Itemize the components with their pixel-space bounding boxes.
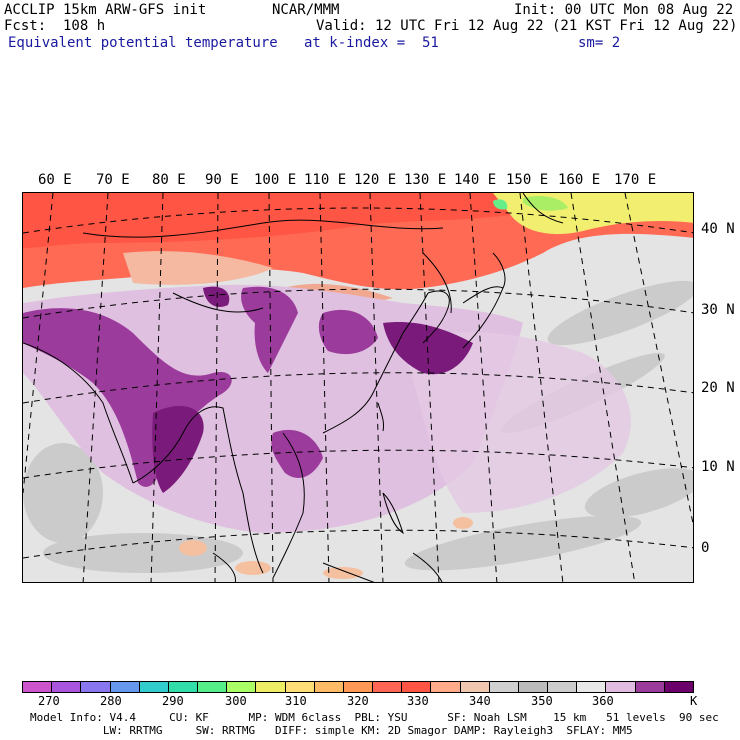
lon-label: 140 E bbox=[454, 172, 497, 188]
forecast-hour: Fcst: 108 h bbox=[4, 18, 106, 34]
colorbar-swatch bbox=[489, 682, 519, 692]
valid-time: Valid: 12 UTC Fri 12 Aug 22 (21 KST Fri … bbox=[316, 18, 738, 34]
model-title: ACCLIP 15km ARW-GFS init bbox=[4, 2, 207, 18]
colorbar-swatch bbox=[23, 682, 53, 692]
colorbar-unit: K bbox=[690, 694, 698, 708]
lon-label: 60 E bbox=[38, 172, 72, 188]
lon-label: 80 E bbox=[152, 172, 186, 188]
smoothing-label: sm= 2 bbox=[578, 35, 621, 51]
model-info-line1: Model Info: V4.4 CU: KF MP: WDM 6class P… bbox=[30, 711, 719, 724]
colorbar-swatch bbox=[139, 682, 169, 692]
map-panel bbox=[22, 192, 694, 583]
lon-label: 70 E bbox=[96, 172, 130, 188]
colorbar-tick: 270 bbox=[38, 694, 60, 708]
colorbar-swatch bbox=[198, 682, 228, 692]
lat-label: 10 N bbox=[701, 459, 735, 475]
colorbar-tick: 360 bbox=[592, 694, 614, 708]
colorbar-tick: 330 bbox=[407, 694, 429, 708]
lon-label: 150 E bbox=[506, 172, 549, 188]
colorbar-tick: 300 bbox=[225, 694, 247, 708]
colorbar bbox=[22, 681, 694, 693]
colorbar-swatch bbox=[373, 682, 403, 692]
theta-e-field bbox=[23, 193, 693, 582]
field-name: Equivalent potential temperature bbox=[8, 35, 278, 51]
colorbar-tick: 340 bbox=[469, 694, 491, 708]
colorbar-swatch bbox=[110, 682, 140, 692]
colorbar-swatch bbox=[285, 682, 315, 692]
model-info-line2: LW: RRTMG SW: RRTMG DIFF: simple KM: 2D … bbox=[30, 724, 633, 737]
center-label: NCAR/MMM bbox=[272, 2, 340, 18]
colorbar-swatch bbox=[518, 682, 549, 692]
colorbar-tick: 290 bbox=[162, 694, 184, 708]
colorbar-swatch bbox=[577, 682, 607, 692]
colorbar-tick: 280 bbox=[100, 694, 122, 708]
lat-label: 20 N bbox=[701, 380, 735, 396]
colorbar-swatch bbox=[81, 682, 111, 692]
colorbar-tick: 310 bbox=[285, 694, 307, 708]
colorbar-swatch bbox=[256, 682, 286, 692]
lat-label: 30 N bbox=[701, 302, 735, 318]
lon-label: 100 E bbox=[254, 172, 297, 188]
lon-label: 120 E bbox=[354, 172, 397, 188]
init-time: Init: 00 UTC Mon 08 Aug 22 bbox=[514, 2, 734, 18]
colorbar-swatch bbox=[402, 682, 432, 692]
colorbar-swatch bbox=[431, 682, 461, 692]
colorbar-swatch bbox=[227, 682, 257, 692]
colorbar-swatch bbox=[52, 682, 82, 692]
lon-label: 110 E bbox=[304, 172, 347, 188]
lon-label: 130 E bbox=[404, 172, 447, 188]
colorbar-swatch bbox=[664, 682, 693, 692]
lat-label: 40 N bbox=[701, 221, 735, 237]
colorbar-swatch bbox=[460, 682, 490, 692]
colorbar-tick: 320 bbox=[347, 694, 369, 708]
lon-label: 90 E bbox=[205, 172, 239, 188]
colorbar-swatch bbox=[635, 682, 665, 692]
colorbar-swatch bbox=[606, 682, 636, 692]
colorbar-swatch bbox=[343, 682, 374, 692]
colorbar-swatch bbox=[168, 682, 199, 692]
lon-label: 160 E bbox=[558, 172, 601, 188]
lon-label: 170 E bbox=[614, 172, 657, 188]
colorbar-swatch bbox=[548, 682, 578, 692]
lat-label: 0 bbox=[701, 540, 710, 556]
colorbar-swatch bbox=[314, 682, 344, 692]
colorbar-tick: 350 bbox=[531, 694, 553, 708]
level-label: at k-index = 51 bbox=[304, 35, 439, 51]
